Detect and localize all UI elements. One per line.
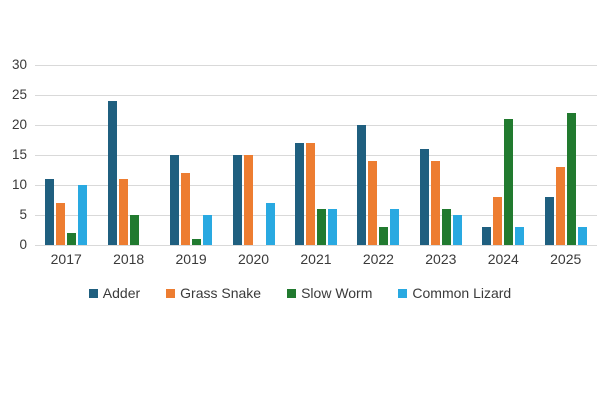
bar-group	[160, 65, 222, 245]
bar-grass-snake	[493, 197, 503, 245]
bar-slow-worm	[566, 113, 576, 245]
bar-slow-worm	[504, 119, 514, 245]
bar-adder	[107, 101, 117, 245]
legend-item: Common Lizard	[398, 285, 511, 301]
legend: Adder Grass Snake Slow Worm Common Lizard	[0, 285, 600, 301]
bar-group	[285, 65, 347, 245]
legend-label: Grass Snake	[180, 285, 262, 301]
x-tick-label: 2025	[550, 251, 582, 267]
bar-adder	[170, 155, 180, 245]
bar-grass-snake	[118, 179, 128, 245]
bar-slow-worm	[67, 233, 77, 245]
y-tick-label: 0	[19, 237, 27, 252]
bar-common-lizard	[265, 203, 275, 245]
bar-common-lizard	[515, 227, 525, 245]
gridline	[35, 95, 597, 96]
legend-swatch-icon	[287, 288, 297, 298]
gridline	[35, 155, 597, 156]
legend-item: Slow Worm	[287, 285, 372, 301]
bar-group	[472, 65, 534, 245]
bar-grass-snake	[56, 203, 66, 245]
x-tick-label: 2021	[300, 251, 332, 267]
bar-slow-worm	[192, 239, 202, 245]
gridline	[35, 125, 597, 126]
y-tick-label: 25	[11, 87, 27, 102]
bar-adder	[357, 125, 367, 245]
bar-adder	[482, 227, 492, 245]
x-tick-label: 2017	[50, 251, 82, 267]
bar-grass-snake	[243, 155, 253, 245]
bar-group	[535, 65, 597, 245]
x-tick-label: 2024	[487, 251, 519, 267]
bar-group	[410, 65, 472, 245]
y-tick-label: 15	[11, 147, 27, 162]
x-axis-labels: 2017 2018 2019 2020 2021 2022 2023 2024 2025	[35, 251, 597, 267]
bar-common-lizard	[327, 209, 337, 245]
bar-adder	[232, 155, 242, 245]
bar-grass-snake	[555, 167, 565, 245]
bar-grass-snake	[430, 161, 440, 245]
y-tick-label: 30	[11, 57, 27, 72]
gridline	[35, 245, 597, 246]
bar-slow-worm	[129, 215, 139, 245]
legend-item: Adder	[88, 285, 141, 301]
bar-slow-worm	[441, 209, 451, 245]
plot-area	[35, 65, 597, 246]
bar-adder	[419, 149, 429, 245]
bar-group	[35, 65, 97, 245]
bar-slow-worm	[379, 227, 389, 245]
bar-slow-worm	[316, 209, 326, 245]
legend-label: Common Lizard	[412, 285, 512, 301]
gridline	[35, 185, 597, 186]
bar-common-lizard	[78, 185, 88, 245]
x-tick-label: 2022	[362, 251, 394, 267]
bar-adder	[294, 143, 304, 245]
gridline	[35, 65, 597, 66]
legend-label: Slow Worm	[301, 285, 373, 301]
legend-label: Adder	[102, 285, 141, 301]
bar-common-lizard	[577, 227, 587, 245]
x-tick-label: 2023	[425, 251, 457, 267]
y-tick-label: 5	[19, 207, 27, 222]
legend-swatch-icon	[398, 288, 408, 298]
y-tick-label: 20	[11, 117, 27, 132]
bar-group	[347, 65, 409, 245]
bar-groups	[35, 65, 597, 245]
legend-item: Grass Snake	[166, 285, 261, 301]
x-tick-label: 2018	[113, 251, 145, 267]
bar-common-lizard	[203, 215, 213, 245]
bar-common-lizard	[452, 215, 462, 245]
x-tick-label: 2019	[175, 251, 207, 267]
bar-group	[222, 65, 284, 245]
bar-grass-snake	[305, 143, 315, 245]
bar-grass-snake	[181, 173, 191, 245]
legend-swatch-icon	[88, 288, 98, 298]
legend-swatch-icon	[166, 288, 176, 298]
y-tick-label: 10	[11, 177, 27, 192]
bar-adder	[544, 197, 554, 245]
bar-grass-snake	[368, 161, 378, 245]
x-tick-label: 2020	[237, 251, 270, 267]
bar-group	[97, 65, 159, 245]
bar-common-lizard	[390, 209, 400, 245]
gridline	[35, 215, 597, 216]
bar-adder	[45, 179, 55, 245]
